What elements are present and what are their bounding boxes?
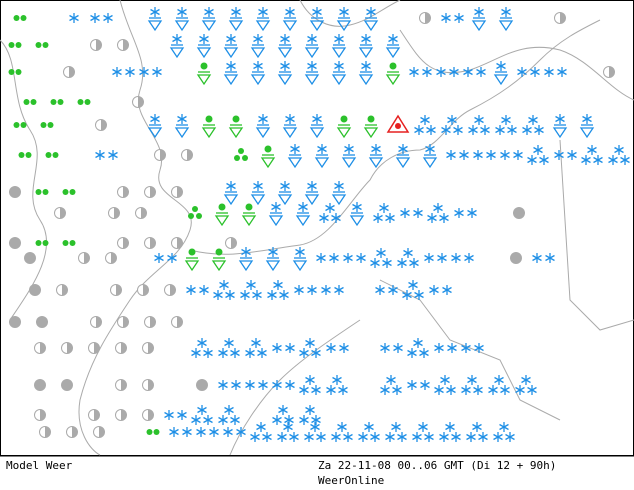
weather-symbol	[171, 186, 183, 198]
weather-symbol	[164, 284, 176, 296]
weather-symbol	[105, 252, 117, 264]
weather-symbol	[115, 342, 127, 354]
weather-symbol	[144, 316, 156, 328]
weather-symbol	[225, 237, 237, 249]
weather-symbol	[29, 284, 41, 296]
weather-symbol	[88, 342, 100, 354]
weather-symbol	[181, 149, 193, 161]
weather-symbol	[513, 207, 525, 219]
weather-symbol	[117, 316, 129, 328]
weather-symbol	[66, 426, 78, 438]
weather-symbol	[144, 186, 156, 198]
weather-symbol	[95, 119, 107, 131]
weather-symbol	[115, 379, 127, 391]
credit: WeerOnline	[318, 474, 384, 487]
weather-symbol	[142, 379, 154, 391]
weather-symbol	[54, 207, 66, 219]
weather-symbol	[34, 342, 46, 354]
weather-symbol	[117, 237, 129, 249]
weather-symbol	[419, 12, 431, 24]
weather-symbol	[137, 284, 149, 296]
weather-symbol	[61, 379, 73, 391]
weather-symbol	[108, 207, 120, 219]
weather-symbol	[9, 237, 21, 249]
weather-symbol	[135, 207, 147, 219]
weather-symbol	[90, 316, 102, 328]
weather-symbol	[142, 342, 154, 354]
coastlines	[0, 0, 634, 456]
weather-symbol	[56, 284, 68, 296]
weather-symbol	[603, 66, 615, 78]
weather-symbol	[117, 186, 129, 198]
weather-symbol	[34, 379, 46, 391]
weather-symbol	[117, 39, 129, 51]
weather-symbol	[196, 379, 208, 391]
weather-symbol	[39, 426, 51, 438]
run-time: Za 22-11-08 00..06 GMT (Di 12 + 90h)	[318, 459, 556, 472]
weather-symbol	[36, 316, 48, 328]
weather-symbol	[132, 96, 144, 108]
weather-symbol	[144, 237, 156, 249]
weather-symbol	[154, 149, 166, 161]
weather-symbol	[34, 409, 46, 421]
weather-symbol	[93, 426, 105, 438]
weather-symbol	[115, 409, 127, 421]
weather-symbol	[110, 284, 122, 296]
weather-symbol	[554, 12, 566, 24]
weather-symbol	[142, 409, 154, 421]
weather-symbol	[90, 39, 102, 51]
weather-symbol	[9, 316, 21, 328]
weather-symbol	[63, 66, 75, 78]
weather-symbol	[9, 186, 21, 198]
model-label: Model Weer	[6, 459, 73, 472]
weather-symbol	[78, 252, 90, 264]
weather-symbol	[171, 316, 183, 328]
map-frame	[0, 0, 634, 456]
weather-symbol	[61, 342, 73, 354]
weather-symbol	[24, 252, 36, 264]
weather-symbol	[88, 409, 100, 421]
weather-symbol	[171, 237, 183, 249]
weather-symbol	[510, 252, 522, 264]
